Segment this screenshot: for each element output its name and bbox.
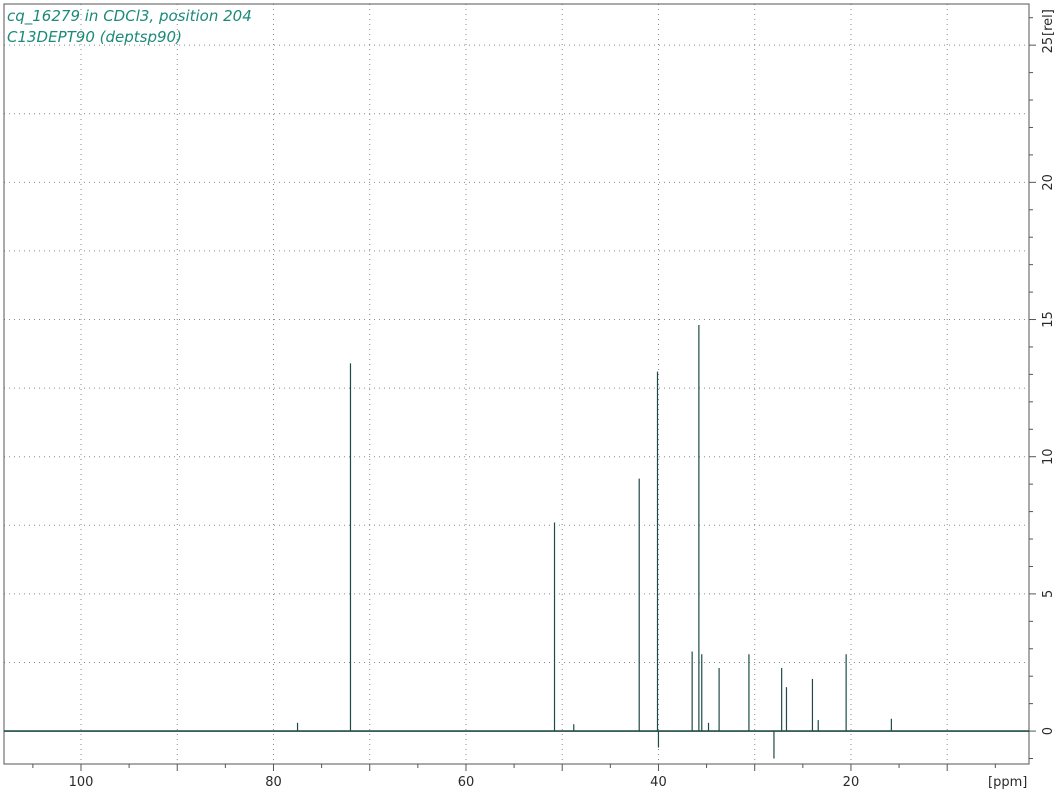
y-tick-label: 20	[1041, 174, 1056, 191]
y-tick-label: 10	[1041, 448, 1056, 465]
y-axis-unit-label: [rel]	[1041, 9, 1056, 36]
spectrum-title: cq_16279 in CDCl3, position 204	[7, 7, 252, 26]
spectrum-subtitle: C13DEPT90 (deptsp90)	[7, 28, 182, 46]
y-tick-label: 5	[1041, 590, 1056, 598]
spectrum-trace	[4, 325, 1029, 759]
y-tick-label: 15	[1041, 311, 1056, 328]
x-tick-label: 60	[458, 775, 475, 790]
x-tick-label: 40	[650, 775, 667, 790]
axes: 100 80 60 40 20 0 5 10 15 20 25	[3, 3, 1056, 790]
grid	[4, 4, 1029, 764]
x-axis-unit-label: [ppm]	[988, 775, 1027, 790]
x-tick-label: 80	[265, 775, 282, 790]
y-tick-label: 0	[1041, 727, 1056, 735]
x-tick-label: 100	[69, 775, 94, 790]
x-tick-label: 20	[843, 775, 860, 790]
plot-frame	[3, 3, 1030, 765]
y-tick-label: 25	[1041, 37, 1056, 54]
